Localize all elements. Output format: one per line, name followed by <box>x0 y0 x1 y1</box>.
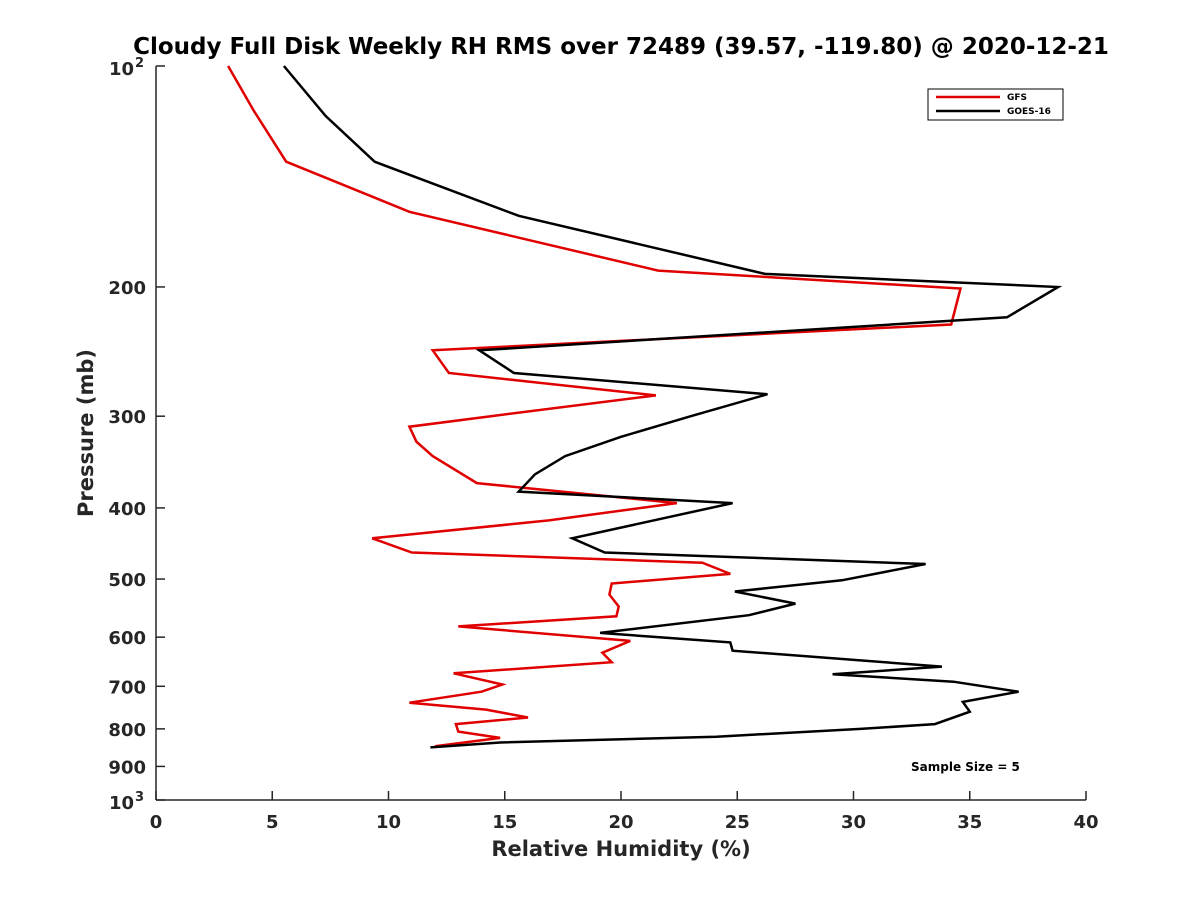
x-axis-label: Relative Humidity (%) <box>491 837 750 861</box>
legend-label-goes-16: GOES-16 <box>1007 107 1051 117</box>
x-axis-ticks: 0 5 10 15 20 25 30 35 40 <box>150 791 1099 833</box>
y-tick-label-power: 10 <box>109 793 134 814</box>
legend: GFS GOES-16 <box>927 88 1064 121</box>
y-tick-label: 500 <box>108 570 146 591</box>
x-tick-label: 10 <box>376 812 401 833</box>
y-tick-label: 400 <box>108 499 146 520</box>
legend-box <box>927 88 1064 121</box>
y-tick-label: 600 <box>108 628 146 649</box>
y-tick-label: 300 <box>108 407 146 428</box>
x-tick-label: 15 <box>492 812 517 833</box>
x-tick-label: 30 <box>841 812 866 833</box>
series-line-gfs <box>227 65 963 748</box>
x-tick-label: 40 <box>1073 812 1098 833</box>
x-tick-label: 20 <box>608 812 633 833</box>
y-tick-label-exponent: 3 <box>135 790 144 805</box>
chart-title: Cloudy Full Disk Weekly RH RMS over 7248… <box>133 34 1109 60</box>
sample-size-annotation: Sample Size = 5 <box>911 760 1020 774</box>
series-line-goes-16 <box>282 65 1063 749</box>
y-tick-label-power: 10 <box>109 59 134 80</box>
data-series <box>227 65 1063 749</box>
y-tick-label: 900 <box>108 757 146 778</box>
x-tick-label: 25 <box>725 812 750 833</box>
y-tick-label: 200 <box>108 278 146 299</box>
y-tick-label-exponent: 2 <box>135 56 144 71</box>
x-tick-label: 35 <box>957 812 982 833</box>
x-tick-label: 5 <box>266 812 279 833</box>
y-tick-label: 700 <box>108 677 146 698</box>
y-axis-label: Pressure (mb) <box>74 349 98 517</box>
x-tick-label: 0 <box>150 812 163 833</box>
y-tick-label: 800 <box>108 720 146 741</box>
legend-label-gfs: GFS <box>1007 93 1027 103</box>
